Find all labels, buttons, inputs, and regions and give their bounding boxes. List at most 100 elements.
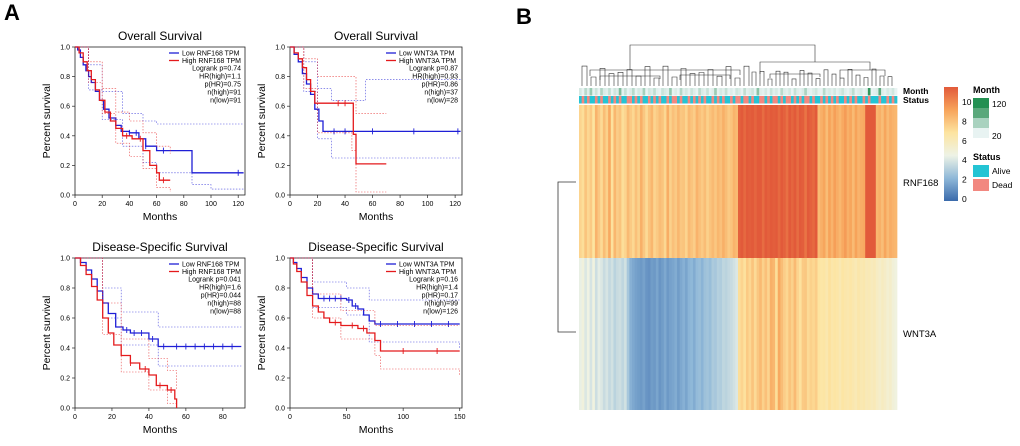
heat-cell: [629, 105, 633, 258]
survival-curve-low: [290, 257, 460, 325]
heat-cell: [738, 105, 741, 258]
month-cell: [846, 88, 850, 96]
heat-cell: [769, 105, 773, 258]
heat-cell: [753, 258, 757, 410]
heat-cell: [716, 258, 720, 410]
dendro-branch: [807, 72, 813, 86]
month-cell: [605, 88, 609, 96]
month-cell: [698, 88, 702, 96]
month-cell: [796, 88, 800, 96]
stat-line: n(low)=28: [427, 98, 458, 105]
status-cell: [753, 96, 757, 104]
heat-cell: [655, 258, 659, 410]
status-cell: [878, 96, 882, 104]
month-cell: [711, 88, 715, 96]
heat-cell: [780, 258, 784, 410]
heat-cell: [602, 258, 606, 410]
month-cell: [624, 88, 628, 96]
heat-cell: [692, 258, 696, 410]
heat-cell: [716, 105, 720, 258]
month-cell: [724, 88, 728, 96]
heat-cell: [597, 258, 601, 410]
status-cell: [730, 96, 734, 104]
dendro-branch: [879, 75, 885, 86]
status-cell: [785, 96, 789, 104]
status-cell: [838, 96, 842, 104]
month-cell: [639, 88, 643, 96]
heat-cell: [669, 258, 673, 410]
x-tick-label: 20: [98, 201, 106, 208]
month-cell: [637, 88, 641, 96]
status-cell: [608, 96, 612, 104]
month-cell: [655, 88, 659, 96]
heat-cell: [581, 105, 585, 258]
y-axis-label: Percent survival: [256, 296, 268, 371]
status-cell: [751, 96, 755, 104]
dendro-branch: [775, 70, 781, 86]
month-cell: [666, 88, 670, 96]
status-cell: [777, 96, 781, 104]
month-cell: [820, 88, 824, 96]
colorbar: 0 2 4 6 8 10: [944, 87, 972, 204]
colorbar-tick-label: 8: [962, 116, 967, 126]
heat-cell: [804, 105, 808, 258]
month-cell: [814, 88, 818, 96]
heat-cell: [838, 258, 842, 410]
month-cell: [894, 88, 898, 96]
heat-cell: [889, 105, 893, 258]
heat-cell: [674, 105, 678, 258]
month-cell: [597, 88, 601, 96]
heat-cell: [616, 258, 620, 410]
heat-cell: [690, 105, 694, 258]
status-cell: [695, 96, 699, 104]
heat-cell: [793, 105, 797, 258]
dendro-branch: [662, 65, 669, 86]
heat-cell: [867, 105, 871, 258]
month-cell: [772, 88, 776, 96]
heat-cell: [695, 105, 699, 258]
month-cell: [645, 88, 649, 96]
month-cell: [743, 88, 747, 96]
month-cell: [854, 88, 858, 96]
x-tick-label: 60: [182, 414, 190, 421]
y-tick-label: 0.8: [275, 74, 285, 81]
row-label-wnt3a: WNT3A: [903, 329, 937, 340]
dendro-root: [629, 44, 816, 70]
x-tick-label: 50: [343, 414, 351, 421]
heat-cell: [714, 105, 718, 258]
month-cell: [703, 88, 707, 96]
status-cell: [669, 96, 673, 104]
status-cell: [634, 96, 638, 104]
y-tick-label: 0.6: [275, 316, 285, 323]
dendro-branch: [759, 71, 765, 86]
y-tick-label: 0.2: [60, 376, 70, 383]
heat-cell: [592, 105, 596, 258]
month-cell: [859, 88, 863, 96]
month-cell: [600, 88, 604, 96]
heat-cell: [783, 105, 787, 258]
colorbar-tick-label: 2: [962, 175, 967, 185]
y-tick-label: 0.8: [60, 286, 70, 293]
status-cell: [859, 96, 863, 104]
status-cell: [621, 96, 625, 104]
heat-cell: [883, 258, 887, 410]
heat-cell: [804, 258, 808, 410]
month-cell: [661, 88, 665, 96]
heat-cell: [690, 258, 694, 410]
status-cell: [883, 96, 887, 104]
heat-cell: [865, 258, 869, 410]
heat-cell: [647, 105, 651, 258]
dendro-branch: [716, 75, 723, 86]
y-tick-label: 0.2: [60, 163, 70, 170]
status-cell: [597, 96, 601, 104]
x-axis-label: Months: [143, 211, 177, 223]
legend-label-high: High RNF168 TPM: [182, 269, 241, 276]
heat-cell: [836, 105, 840, 258]
month-cell: [613, 88, 617, 96]
status-cell: [700, 96, 704, 104]
heat-cell: [836, 258, 840, 410]
y-tick-label: 0.2: [275, 163, 285, 170]
status-cell: [650, 96, 654, 104]
heat-cell: [586, 105, 590, 258]
heat-cell: [597, 105, 601, 258]
